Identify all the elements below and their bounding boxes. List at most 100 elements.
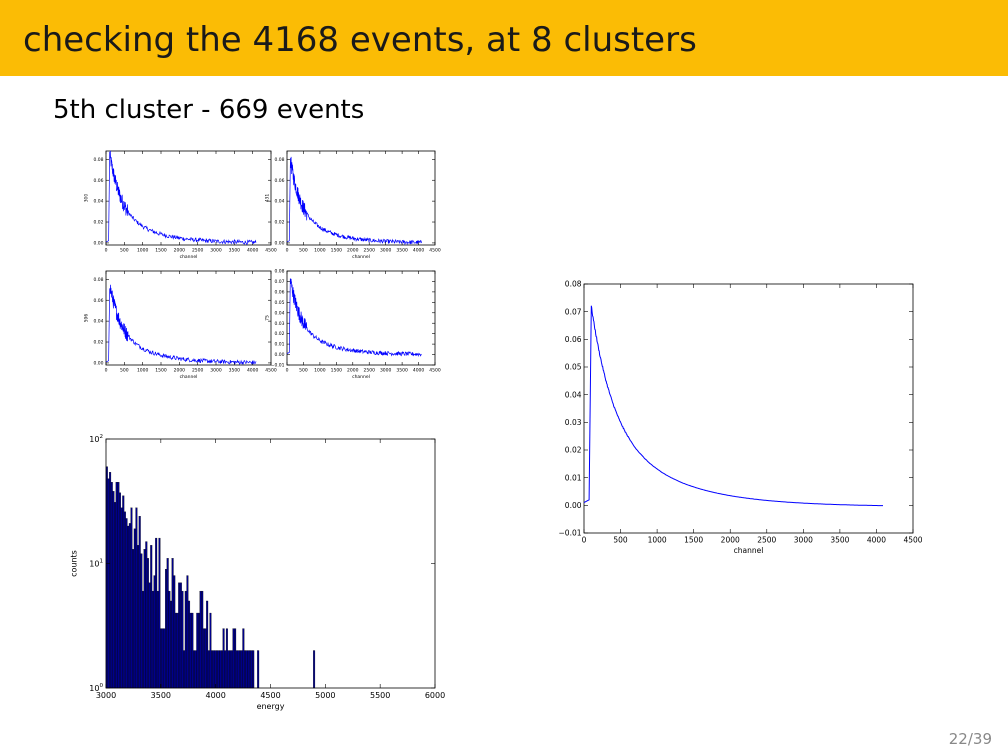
x-tick-label: 2500 (363, 368, 375, 374)
y-tick-label: 0.05 (274, 300, 284, 306)
small-bottom-left-trace (105, 284, 257, 365)
x-tick-label: 2000 (174, 248, 186, 254)
y-tick-label: 0.06 (565, 335, 582, 344)
x-tick-label: 500 (299, 368, 308, 374)
histogram-bar (216, 650, 219, 689)
histogram-bar (225, 628, 228, 689)
x-tick-label: 1000 (137, 368, 149, 374)
histogram-bar (214, 650, 217, 689)
x-tick-label: 1000 (648, 536, 667, 545)
histogram-bar (161, 628, 164, 689)
histogram-bar (191, 612, 194, 689)
histogram-bar (197, 612, 200, 689)
x-axis-label: channel (734, 546, 764, 555)
histogram-bar (125, 518, 128, 689)
x-tick-label: 4500 (903, 536, 922, 545)
histogram-bar (201, 590, 204, 689)
x-tick-label: 3500 (151, 691, 171, 700)
histogram-bar (220, 650, 223, 689)
y-tick-label: 0.03 (274, 321, 284, 327)
histogram-bar (227, 650, 230, 689)
histogram-bar (158, 537, 161, 689)
histogram-bar (155, 537, 158, 689)
histogram-bar (156, 590, 159, 689)
histogram-bar (206, 600, 209, 689)
y-tick-label: 0.08 (93, 157, 103, 163)
y-axis-label: 596 (84, 314, 90, 323)
slide-title: checking the 4168 events, at 8 clusters (23, 20, 697, 60)
x-tick-label: 2500 (757, 536, 776, 545)
histogram-bar (122, 495, 125, 689)
histogram-bar (211, 650, 214, 689)
x-tick-label: 1500 (155, 248, 167, 254)
x-tick-label: 4000 (867, 536, 886, 545)
average-frame (583, 283, 914, 534)
x-tick-label: 2000 (347, 248, 359, 254)
small-top-right-frame (286, 150, 436, 246)
y-tick-label: 0.00 (274, 352, 284, 358)
x-tick-label: 1500 (684, 536, 703, 545)
x-tick-label: 0 (286, 248, 289, 254)
y-tick-label: 0.02 (274, 331, 284, 337)
x-tick-label: 4500 (265, 368, 277, 374)
x-axis-label: channel (352, 374, 370, 380)
y-tick-label: 0.04 (274, 310, 284, 316)
histogram-bar (245, 650, 248, 689)
histogram-bar (237, 650, 240, 689)
histogram-bar (313, 650, 316, 689)
histogram-bar (170, 600, 172, 689)
histogram-bar (123, 511, 126, 689)
histogram-bar (174, 612, 177, 689)
x-tick-label: 4000 (413, 368, 425, 374)
x-tick-label: 2500 (363, 248, 375, 254)
x-tick-label: 3500 (830, 536, 849, 545)
x-tick-label: 2000 (721, 536, 740, 545)
x-tick-label: 4500 (429, 368, 441, 374)
histogram-bar (146, 558, 149, 689)
histogram-bar (230, 650, 233, 689)
y-tick-label: 0.04 (565, 390, 582, 399)
y-tick-label: 0.08 (274, 269, 284, 275)
histogram-bar (224, 650, 227, 689)
histogram-bar (148, 582, 151, 689)
x-axis-label: channel (180, 374, 198, 380)
x-tick-label: 1500 (331, 368, 343, 374)
y-axis-label: 75 (265, 315, 271, 321)
histogram-bar (107, 478, 110, 689)
y-tick-label: 0.03 (565, 418, 582, 427)
x-tick-label: 500 (613, 536, 628, 545)
histogram-bar (217, 650, 220, 689)
x-tick-label: 2000 (347, 368, 359, 374)
x-tick-label: 6000 (425, 691, 445, 700)
histogram-bar (112, 491, 115, 689)
histogram-bar (240, 650, 243, 689)
histogram-bar (212, 650, 215, 689)
histogram-bar (183, 650, 186, 689)
histogram-bar (234, 628, 237, 689)
histogram-bar (250, 650, 253, 689)
x-tick-label: 1000 (137, 248, 149, 254)
slide-header: checking the 4168 events, at 8 clusters (0, 0, 1008, 76)
histogram-bar (186, 575, 189, 689)
histogram-bar (128, 523, 131, 689)
histogram-bar (188, 600, 191, 689)
x-tick-label: 0 (286, 368, 289, 374)
histogram-bar (222, 628, 225, 689)
y-tick-label: 0.06 (274, 289, 284, 295)
histogram-bar (166, 558, 169, 689)
y-tick-label: 0.08 (93, 277, 103, 283)
y-tick-label: 0.00 (274, 240, 284, 246)
histogram-bar (176, 612, 179, 689)
y-tick-label: 0.00 (93, 240, 103, 246)
histogram-chart: 3000 3500 4000 4500 5000 5500 6000 100 101 102 ene… (69, 434, 445, 711)
histogram-bar (110, 482, 113, 689)
histogram-bar (239, 650, 242, 689)
x-tick-label: 3500 (396, 368, 408, 374)
histogram-bar (153, 575, 156, 689)
y-tick-label: 0.00 (565, 501, 582, 510)
small-bottom-right-chart: 0 500 1000 1500 2000 2500 3000 3500 4000 4500−0.0… (265, 269, 441, 380)
x-tick-label: 3000 (380, 248, 392, 254)
x-tick-label: 4000 (205, 691, 225, 700)
histogram-bar (168, 590, 171, 689)
y-tick-label: 0.05 (565, 363, 582, 372)
